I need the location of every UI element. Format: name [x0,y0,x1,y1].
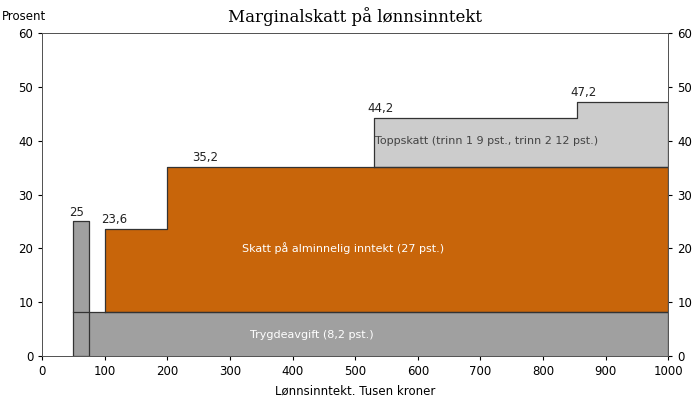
Text: 25: 25 [69,206,84,219]
Title: Marginalskatt på lønnsinntekt: Marginalskatt på lønnsinntekt [228,7,482,26]
Text: 47,2: 47,2 [570,86,597,99]
Text: 23,6: 23,6 [101,213,127,226]
Text: 44,2: 44,2 [367,102,394,115]
Text: Skatt på alminnelig inntekt (27 pst.): Skatt på alminnelig inntekt (27 pst.) [242,243,444,254]
X-axis label: Lønnsinntekt. Tusen kroner: Lønnsinntekt. Tusen kroner [275,385,435,398]
Text: Prosent: Prosent [1,10,45,23]
Text: Toppskatt (trinn 1 9 pst., trinn 2 12 pst.): Toppskatt (trinn 1 9 pst., trinn 2 12 ps… [375,136,598,146]
Text: 35,2: 35,2 [192,151,218,164]
Text: Trygdeavgift (8,2 pst.): Trygdeavgift (8,2 pst.) [250,330,373,339]
